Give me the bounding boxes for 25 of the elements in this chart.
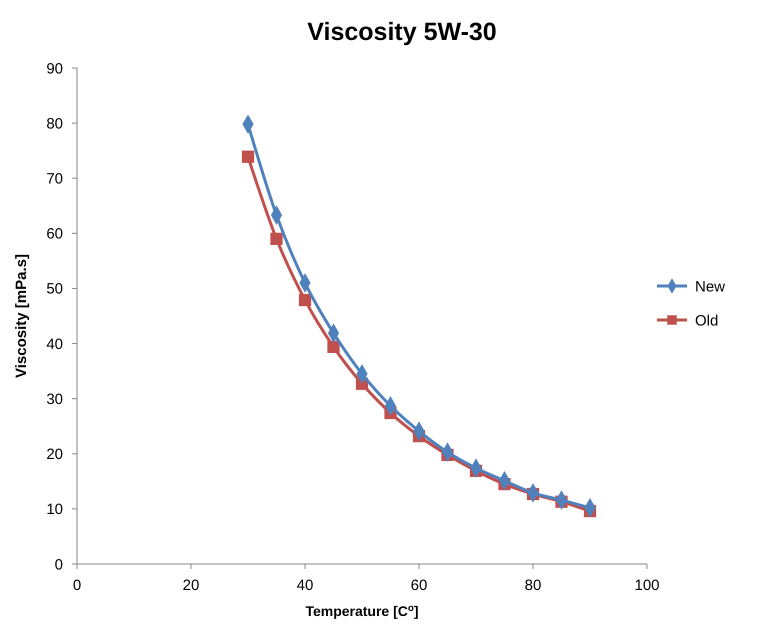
y-tick-label: 50 (46, 280, 63, 298)
chart-title: Viscosity 5W-30 (307, 18, 497, 46)
y-tick-label: 90 (46, 60, 63, 78)
x-tick-label: 80 (524, 577, 542, 594)
x-axis-title: Temperature [C$^{o}$] (305, 602, 419, 619)
x-tick-label: 40 (296, 577, 314, 594)
y-tick-label: 80 (46, 115, 63, 132)
y-axis-title: Viscosity [mPa.s] (13, 254, 30, 378)
y-tick-label: 30 (46, 390, 63, 408)
x-tick-label: 20 (182, 577, 200, 594)
y-tick-label: 40 (46, 336, 63, 353)
y-tick-label: 0 (54, 556, 63, 574)
point (298, 294, 312, 306)
point (270, 232, 283, 245)
legend-label: Old (695, 312, 718, 330)
y-tick-label: 70 (46, 170, 63, 188)
x-tick-label: 0 (72, 577, 82, 594)
legend-label: New (695, 278, 726, 296)
x-tick-label: 60 (410, 577, 428, 594)
y-tick-label: 60 (46, 226, 63, 243)
y-tick-label: 10 (46, 501, 63, 518)
x-tick-label: 100 (634, 577, 660, 594)
point (327, 340, 340, 353)
point (242, 150, 254, 163)
y-tick-label: 20 (46, 446, 63, 464)
